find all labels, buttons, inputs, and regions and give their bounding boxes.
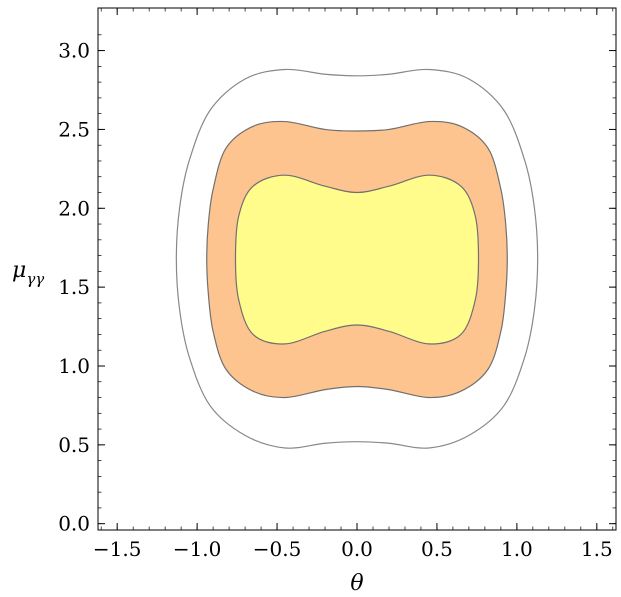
- y-axis-label-subscript: γγ: [26, 270, 44, 288]
- contour-region-3: [234, 174, 480, 345]
- x-tick-label: 0.0: [341, 537, 373, 561]
- y-tick-label: 0.5: [58, 433, 90, 457]
- x-tick-label: −1.0: [173, 537, 222, 561]
- y-axis-label-main: μ: [12, 258, 26, 283]
- x-tick-label: −0.5: [253, 537, 302, 561]
- x-axis-ticks: −1.5 −1.0 −0.5 0.0 0.5 1.0 1.5: [93, 8, 614, 561]
- x-tick-label: 1.0: [501, 537, 533, 561]
- contour-region-1: [175, 68, 539, 449]
- x-tick-label: −1.5: [93, 537, 142, 561]
- y-tick-label: 1.0: [58, 354, 90, 378]
- y-tick-label: 2.5: [58, 117, 90, 141]
- y-tick-label: 0.0: [58, 512, 90, 536]
- y-axis-ticks: 0.0 0.5 1.0 1.5 2.0 2.5 3.0: [58, 34, 616, 536]
- x-tick-label: 0.5: [421, 537, 453, 561]
- x-axis-label: θ: [350, 571, 363, 596]
- x-tick-label: 1.5: [581, 537, 613, 561]
- y-tick-label: 2.0: [58, 196, 90, 220]
- y-tick-label: 3.0: [58, 39, 90, 63]
- y-axis-label: μγγ: [12, 258, 44, 288]
- y-tick-label: 1.5: [58, 275, 90, 299]
- contour-regions: [175, 68, 539, 449]
